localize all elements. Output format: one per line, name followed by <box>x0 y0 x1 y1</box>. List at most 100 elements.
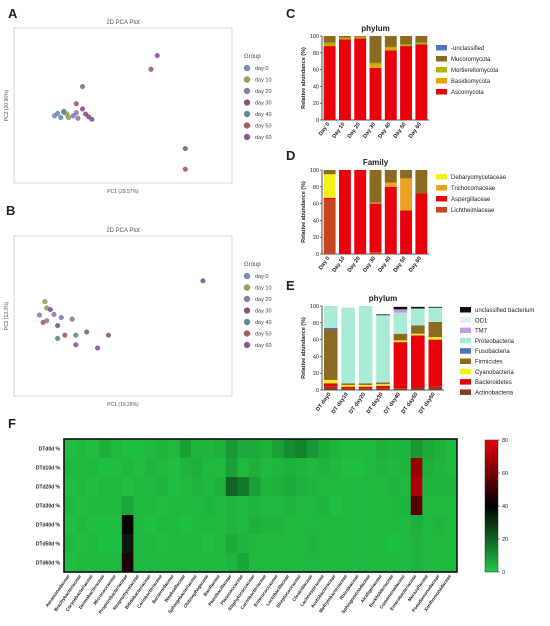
heatmap-cell <box>422 458 435 478</box>
pca-legend-marker <box>243 76 251 83</box>
x-tick-label: Day 10 <box>331 122 346 140</box>
heatmap-cell <box>133 553 146 573</box>
pca-point <box>70 113 76 119</box>
heatmap-cell <box>318 515 331 535</box>
stacked-bar-segment <box>400 170 413 179</box>
heatmap-cell <box>110 534 123 554</box>
legend-label: -unclassified <box>451 46 484 52</box>
heatmap-cell <box>433 458 446 478</box>
stacked-bar-segment <box>376 382 390 385</box>
heatmap-cell <box>87 534 99 554</box>
legend-label: Fusobacteria <box>475 349 510 355</box>
stacked-bar-segment <box>428 337 443 340</box>
heatmap-cell <box>191 458 204 478</box>
y-tick-label: 80 <box>313 185 319 191</box>
stacked-bar-segment <box>428 321 443 338</box>
stacked-bar-segment <box>411 335 425 388</box>
stacked-bar-segment <box>323 36 336 43</box>
pca-legend-title: Group <box>244 262 261 268</box>
stacked-bar-segment <box>384 48 397 51</box>
heatmap-cell <box>364 477 377 497</box>
stacked-bar-segment <box>338 170 351 254</box>
x-tick-label: Day 20 <box>347 122 362 140</box>
heatmap-cell <box>98 496 111 516</box>
stacked-bar-segment <box>415 42 428 45</box>
heatmap-cell <box>422 553 435 573</box>
heatmap-cell <box>410 496 423 516</box>
pca-y-axis-label: PC2 (13.3%) <box>4 301 10 330</box>
heatmap-cell <box>202 439 215 459</box>
heatmap-cell <box>191 477 204 497</box>
heatmap-cell <box>202 458 215 478</box>
legend-label: Ascomycota <box>451 90 484 96</box>
heatmap-row-label: DTd30d % <box>36 504 61 510</box>
heatmap-cell <box>295 534 308 554</box>
colorbar-tick-label: 20 <box>502 537 508 543</box>
heatmap-cell <box>306 553 319 573</box>
legend-swatch <box>460 317 471 323</box>
heatmap-cell <box>214 458 227 478</box>
heatmap-cell <box>168 439 180 459</box>
heatmap-cell <box>214 534 227 554</box>
heatmap-cell <box>87 553 99 573</box>
heatmap-cell <box>87 496 99 516</box>
heatmap-cell <box>156 515 169 535</box>
stacked-bar-segment <box>323 170 336 175</box>
heatmap-cell <box>433 477 446 497</box>
x-tick-label: DT day20 <box>348 392 367 415</box>
stacked-bar-segment <box>411 387 425 390</box>
pca-point <box>79 106 86 112</box>
stacked-bar-segment <box>393 388 408 390</box>
stacked-bar-segment <box>341 386 355 389</box>
heatmap-row-label: DTd0d % <box>39 447 61 453</box>
heatmap-cell <box>260 439 273 459</box>
panel-letter-f: F <box>8 416 16 431</box>
legend-swatch <box>460 337 471 344</box>
stacked-bar-segment <box>369 36 382 63</box>
heatmap-cell <box>364 534 377 554</box>
colorbar-tick-label: 40 <box>502 504 508 510</box>
pca-legend-marker <box>243 110 251 118</box>
heatmap-cell <box>410 515 423 535</box>
stacked-bar-segment <box>369 170 382 203</box>
heatmap-cell <box>156 477 169 497</box>
y-tick-label: 20 <box>313 101 319 107</box>
y-tick-label: 0 <box>316 388 319 394</box>
heatmap-cell <box>352 496 365 516</box>
heatmap-cell <box>295 458 308 478</box>
heatmap-cell <box>75 439 88 459</box>
heatmap-cell <box>110 439 123 459</box>
heatmap-cell <box>87 439 99 459</box>
heatmap-cell <box>387 458 400 478</box>
pca-legend-marker <box>243 330 251 337</box>
heatmap-cell <box>260 458 273 478</box>
y-tick-label: 100 <box>310 168 319 174</box>
heatmap-cell <box>376 534 388 554</box>
y-tick-label: 40 <box>313 354 319 360</box>
heatmap-cell <box>445 439 458 459</box>
panel-letter-c: C <box>286 6 296 21</box>
heatmap-cell <box>260 496 273 516</box>
x-tick-label: Day 30 <box>362 256 377 274</box>
heatmap-cell <box>214 477 227 497</box>
heatmap-cell <box>318 553 331 573</box>
heatmap-cell <box>110 477 123 497</box>
heatmap-cell <box>283 477 296 497</box>
heatmap-cell <box>272 496 284 516</box>
heatmap-cell <box>98 477 111 497</box>
stacked-bar-segment <box>400 46 413 120</box>
heatmap-cell <box>364 439 377 459</box>
heatmap-cell <box>121 553 134 573</box>
heatmap-cell <box>399 496 412 516</box>
stacked-bar-segment <box>384 50 397 120</box>
heatmap-cell <box>399 534 412 554</box>
x-tick-label: DT day60 <box>418 392 437 415</box>
bar-chart-title: phylum <box>369 294 397 303</box>
heatmap-cell <box>225 477 238 497</box>
stacked-bar-segment <box>338 36 351 38</box>
heatmap-cell <box>144 534 157 554</box>
heatmap-cell <box>121 515 134 535</box>
heatmap-row-label: DTd50d % <box>36 542 61 548</box>
pca-legend-marker <box>243 133 251 141</box>
stacked-bar-segment <box>323 306 338 328</box>
